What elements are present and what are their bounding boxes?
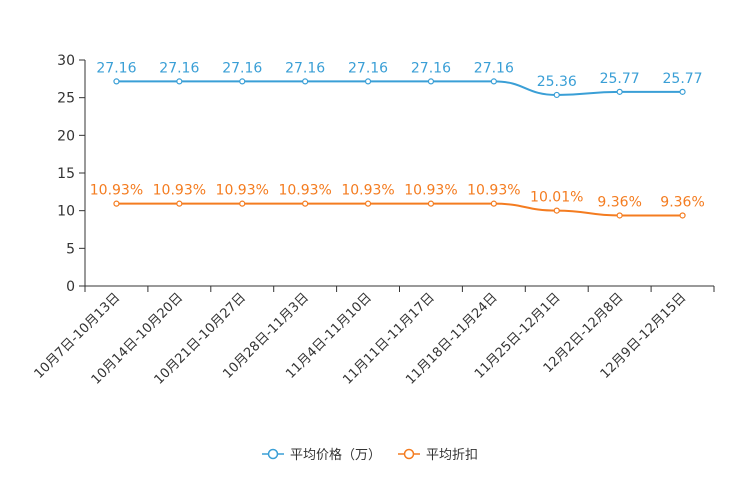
legend-label-0: 平均价格（万）: [290, 447, 381, 463]
data-label: 10.93%: [90, 183, 143, 199]
y-tick-label: 25: [57, 91, 75, 107]
data-point: [239, 78, 246, 85]
y-axis: 0 5 10 15 20 25 30: [57, 53, 86, 295]
data-label: 27.16: [474, 60, 514, 76]
y-tick-label: 30: [57, 53, 75, 69]
data-label: 25.77: [663, 71, 703, 87]
series-line-0: [116, 80, 683, 96]
data-point: [176, 200, 183, 207]
data-label: 9.36%: [597, 194, 641, 210]
y-tick-label: 5: [66, 241, 75, 257]
data-label: 10.93%: [278, 183, 331, 199]
data-point: [239, 200, 246, 207]
data-label: 27.16: [285, 60, 325, 76]
data-point: [490, 78, 497, 85]
data-label: 10.93%: [467, 183, 520, 199]
data-label: 27.16: [411, 60, 451, 76]
data-point: [490, 200, 497, 207]
data-label: 27.16: [96, 60, 136, 76]
data-label: 27.16: [159, 60, 199, 76]
data-label: 10.01%: [530, 190, 583, 206]
legend[interactable]: 平均价格（万） 平均折扣: [262, 447, 478, 463]
y-tick-label: 0: [66, 279, 75, 295]
series-layer: 27.16 27.16 27.16 27.16 27.16 27.16 27.16 25.36…: [90, 60, 705, 219]
data-point: [113, 78, 120, 85]
data-point: [427, 78, 435, 85]
data-point: [176, 78, 183, 85]
data-label: 10.93%: [153, 183, 206, 199]
legend-marker-0: [267, 448, 279, 460]
data-point: [364, 200, 372, 207]
data-point: [616, 212, 623, 219]
data-label: 9.36%: [660, 194, 704, 210]
data-point: [679, 212, 686, 219]
y-tick-label: 10: [57, 204, 75, 220]
data-point: [427, 200, 435, 207]
data-point: [679, 88, 686, 95]
y-tick-label: 15: [57, 166, 75, 182]
data-label: 10.93%: [216, 183, 269, 199]
data-point: [302, 78, 309, 85]
data-label: 10.93%: [341, 183, 394, 199]
data-label: 10.93%: [404, 183, 457, 199]
data-label: 27.16: [348, 60, 388, 76]
x-axis: 10月7日-10月13日10月14日-10月20日10月21日-10月27日10…: [32, 285, 715, 388]
data-point: [553, 91, 560, 99]
data-point: [553, 207, 560, 214]
series-line-1: [116, 202, 683, 217]
legend-marker-1: [403, 448, 415, 460]
data-point: [364, 78, 372, 85]
data-point: [302, 200, 309, 207]
data-point: [113, 200, 120, 207]
data-label: 25.36: [537, 74, 577, 90]
data-point: [616, 88, 623, 95]
y-tick-label: 20: [57, 128, 75, 144]
legend-label-1: 平均折扣: [426, 448, 478, 463]
data-label: 25.77: [600, 71, 640, 87]
data-label: 27.16: [222, 60, 262, 76]
